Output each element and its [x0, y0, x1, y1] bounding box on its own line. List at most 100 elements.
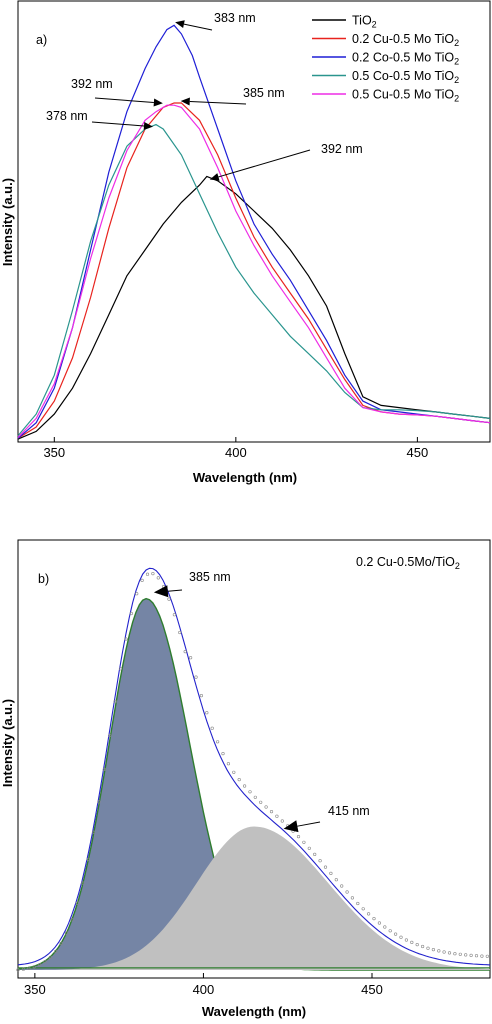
panel-b-x-tick-label: 350 — [24, 982, 46, 997]
panel-b-data-point — [323, 865, 328, 869]
panel-a-peak-arrow-head — [153, 98, 163, 107]
panel-b-data-point — [216, 740, 220, 744]
panel-b-data-point — [97, 800, 101, 804]
panel-b-data-point — [129, 611, 133, 616]
panel-b-data-point — [91, 830, 96, 834]
panel-b-data-point — [313, 852, 317, 857]
legend-entry-name: 0.5 Co-0.5 Mo TiO — [352, 69, 454, 83]
panel-a-annotations: 383 nm 392 nm 385 nm 378 nm 392 nm — [46, 11, 363, 181]
panel-a-peak-arrow-head — [143, 121, 153, 130]
panel-b-data-point — [27, 966, 31, 970]
panel-b-data-point — [86, 857, 90, 861]
panel-b-data-point — [253, 795, 257, 799]
panel-b-data-point — [226, 762, 230, 766]
panel-b-data-point — [388, 929, 392, 933]
panel-b-data-point — [43, 959, 47, 964]
panel-b-data-point — [394, 932, 398, 936]
legend-entry-sub: 2 — [372, 20, 377, 30]
panel-b-annotations: 385 nm 415 nm — [153, 570, 370, 833]
panel-b-data-points — [16, 571, 489, 972]
panel-b-peak2-area — [18, 826, 490, 970]
panel-b-data-point — [426, 946, 430, 950]
panel-b-data-point — [172, 613, 176, 617]
panel-b-data-point — [167, 597, 171, 601]
panel-b-data-point — [275, 814, 279, 818]
panel-a-peak-label: 392 nm — [321, 142, 363, 156]
panel-b-sample-label: 0.2 Cu-0.5Mo/TiO2 — [356, 555, 460, 571]
panel-b-data-point — [199, 693, 203, 698]
panel-a-peak-label: 385 nm — [243, 86, 285, 100]
panel-a-series-line — [17, 175, 491, 440]
panel-b-data-point — [485, 954, 489, 958]
panel-a-peak-label: 383 nm — [214, 11, 256, 25]
panel-a-label: a) — [36, 33, 47, 47]
panel-b-data-point — [243, 784, 247, 788]
panel-b-data-point — [232, 770, 236, 774]
panel-b-data-point — [48, 955, 53, 959]
panel-b-data-point — [431, 947, 436, 952]
panel-b-data-point — [350, 896, 355, 900]
panel-b-peak-arrow-shaft — [167, 589, 183, 592]
panel-b-data-point — [113, 699, 117, 704]
legend-entry-sub: 2 — [454, 75, 459, 85]
panel-b-peak-label: 415 nm — [328, 804, 370, 818]
panel-b-sample-label-sub: 2 — [455, 561, 460, 571]
panel-b-data-point — [318, 859, 322, 863]
panel-b-data-point — [264, 805, 268, 809]
legend-entry: 0.5 Cu-0.5 Mo TiO2 — [352, 88, 459, 104]
panel-a-peak-arrow-shaft — [91, 121, 145, 127]
panel-b-peak1-area — [18, 598, 490, 970]
legend-entry-sub: 2 — [454, 57, 459, 67]
legend-entry: TiO2 — [352, 14, 377, 30]
panel-b-data-point — [259, 800, 263, 804]
legend-entry: 0.5 Co-0.5 Mo TiO2 — [352, 69, 459, 85]
panel-a-peak-arrow-head — [209, 173, 220, 181]
panel-b-data-point — [16, 968, 20, 972]
panel-b-data-point — [367, 912, 371, 916]
legend-entry-name: 0.2 Co-0.5 Mo TiO — [352, 51, 454, 65]
panel-a-peak-arrow-shaft — [218, 149, 311, 178]
panel-b-data-point — [102, 767, 106, 772]
panel-b-data-point — [21, 967, 26, 971]
panel-b-data-point — [329, 871, 333, 876]
panel-a-ylabel: Intensity (a.u.) — [0, 178, 15, 266]
panel-b-data-point — [32, 965, 36, 969]
panel-b-data-point — [302, 840, 306, 844]
panel-b-data-point — [469, 953, 473, 958]
panel-b-data-point — [377, 921, 382, 925]
panel-a-series-line — [17, 24, 491, 439]
panel-b-data-point — [383, 925, 387, 929]
panel-b-data-point — [194, 675, 198, 679]
panel-b-peak-label: 385 nm — [189, 570, 231, 584]
panel-a-xlabel: Wavelength (nm) — [193, 470, 297, 485]
panel-b-data-point — [75, 901, 79, 905]
panel-b-series — [16, 567, 491, 972]
panel-b-data-point — [189, 656, 193, 660]
panel-b-data-point — [221, 751, 225, 756]
panel-b-data-point — [399, 935, 403, 939]
legend-entry-name: TiO — [352, 14, 372, 28]
panel-a-series-line — [17, 102, 491, 439]
panel-b-data-point — [124, 637, 128, 641]
panel-a-series — [17, 24, 491, 440]
panel-b-data-point — [404, 938, 409, 942]
panel-b-data-point — [474, 954, 479, 958]
panel-b-data-point — [37, 963, 42, 967]
panel-a-peak-label: 378 nm — [46, 109, 88, 123]
panel-b-data-point — [296, 834, 301, 839]
panel-a-frame — [17, 0, 491, 443]
panel-b-x-tick-label: 400 — [193, 982, 215, 997]
panel-b-ylabel: Intensity (a.u.) — [0, 699, 15, 787]
panel-b-data-point — [410, 940, 414, 945]
panel-b-data-point — [248, 790, 252, 794]
panel-b-data-point — [356, 901, 360, 906]
panel-b-data-point — [140, 578, 144, 583]
panel-b-label: b) — [38, 572, 49, 586]
panel-b-data-point — [156, 576, 160, 580]
panel-b-x-ticks: 350 400 450 — [24, 973, 383, 997]
panel-b-data-point — [59, 941, 63, 946]
panel-b-peak-arrow-shaft — [297, 821, 321, 827]
panel-b-peak-arrow-head — [153, 585, 169, 598]
